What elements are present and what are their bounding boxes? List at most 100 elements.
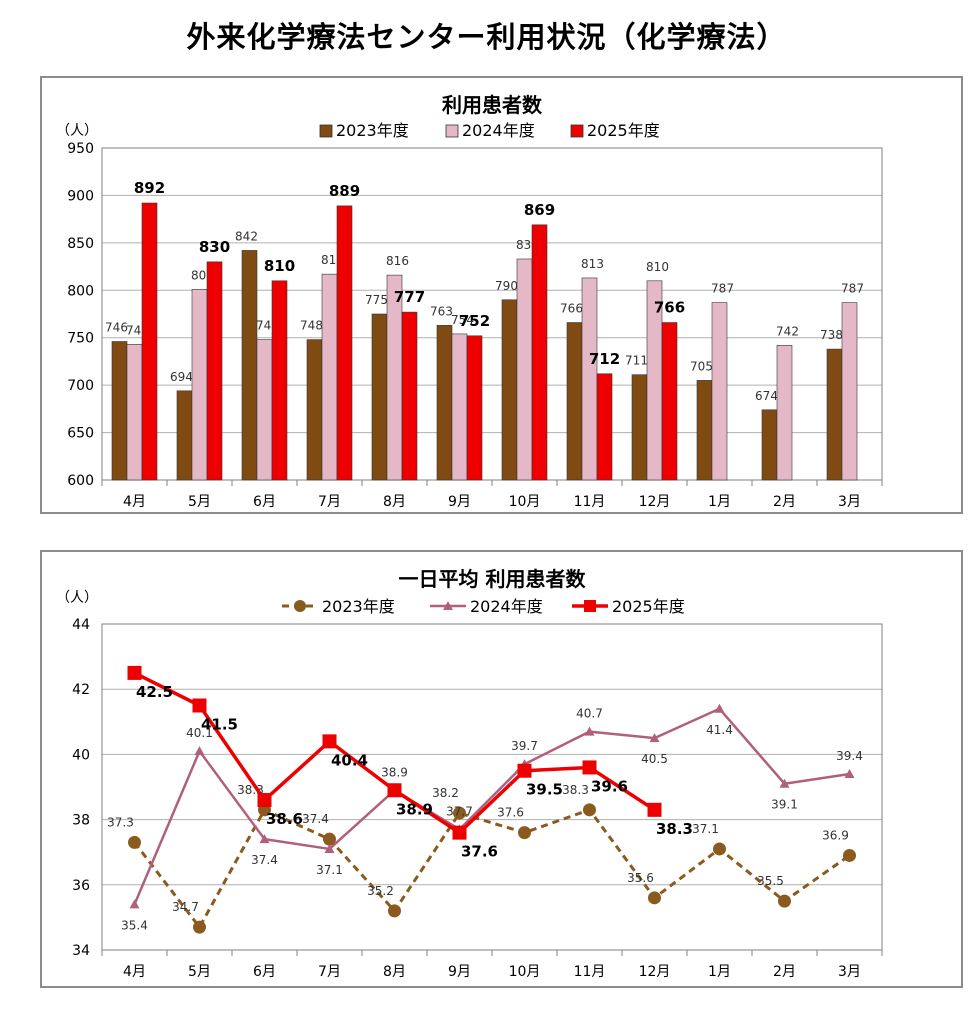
data-point [582,760,597,775]
data-label: 775 [365,293,388,307]
chart-title: 利用患者数 [442,93,543,117]
y-tick-label: 38 [72,813,90,829]
data-point [648,891,661,905]
bar [371,313,388,481]
bar [126,344,143,481]
bar [516,258,533,481]
y-tick-label: 600 [67,473,94,489]
data-label: 711 [625,354,648,368]
x-tick-label: 11月 [574,964,606,980]
data-point [779,778,790,788]
data-point [127,665,142,680]
data-label: 40.7 [576,707,603,721]
series-line [133,671,656,835]
x-tick-label: 1月 [708,964,731,980]
data-label: 40.4 [331,751,368,769]
data-point [324,843,335,853]
x-tick-label: 6月 [253,494,276,510]
bar [841,302,858,481]
y-tick-label: 850 [67,236,94,252]
bar [826,348,843,481]
data-label: 37.3 [107,815,134,829]
data-label: 738 [820,328,843,342]
legend-label: 2023年度 [336,121,409,140]
data-label: 37.6 [461,843,498,861]
bar [111,341,128,481]
y-tick-label: 900 [67,188,94,204]
data-label: 787 [711,282,734,296]
data-point [778,894,791,908]
data-label: 869 [524,201,555,219]
legend-marker [294,600,306,612]
data-label: 787 [841,282,864,296]
data-point [714,703,725,713]
x-tick-label: 8月 [383,494,406,510]
x-tick-label: 12月 [639,964,671,980]
data-label: 766 [654,299,685,317]
data-label: 889 [329,182,360,200]
bar [336,205,353,481]
data-point [649,733,660,743]
data-label: 38.9 [381,765,408,779]
bar [596,373,613,481]
y-tick-label: 750 [67,331,94,347]
bar [761,409,778,481]
data-label: 41.5 [201,716,238,734]
bar [581,277,598,481]
data-point [387,783,402,798]
legend-label: 2024年度 [470,597,543,616]
data-label: 41.4 [706,723,733,737]
data-label: 674 [755,389,778,403]
legend-marker [584,600,596,612]
x-tick-label: 11月 [574,494,606,510]
bar [401,311,418,481]
x-tick-label: 5月 [188,494,211,510]
y-unit-label: （人） [56,123,98,139]
plot-area [101,623,883,951]
legend-label: 2024年度 [462,121,535,140]
x-tick-label: 7月 [318,494,341,510]
data-label: 39.5 [526,781,563,799]
bar [241,250,258,481]
series-line [133,707,850,905]
data-label: 34.7 [172,900,199,914]
bar [306,339,323,481]
x-tick-label: 10月 [509,494,541,510]
data-label: 712 [589,350,620,368]
y-tick-label: 700 [67,378,94,394]
data-label: 37.1 [692,822,719,836]
x-tick-label: 6月 [253,964,276,980]
data-point [583,803,596,817]
y-tick-label: 42 [72,682,90,698]
bar-chart-panel: 600 650 700 750 800 850 900 950 利用患者数 （人） 2023年度 20… [40,76,963,514]
y-tick-label: 650 [67,426,94,442]
x-tick-label: 8月 [383,964,406,980]
data-point [647,802,662,817]
data-label: 746 [105,321,128,335]
x-tick-label: 5月 [188,964,211,980]
data-point [518,826,531,840]
x-tick-label: 2月 [773,494,796,510]
page-title: 外来化学療法センター利用状況（化学療法） [186,20,787,54]
y-unit-label: （人） [56,590,98,606]
data-point [129,899,140,909]
data-point [322,734,337,749]
data-label: 790 [495,279,518,293]
bar [451,333,468,481]
x-tick-label: 7月 [318,964,341,980]
data-label: 694 [170,370,193,384]
x-tick-label: 9月 [448,494,471,510]
data-label: 752 [459,312,490,330]
data-label: 37.1 [316,863,343,877]
data-point [388,904,401,918]
data-label: 38.9 [396,800,433,818]
data-label: 36.9 [822,828,849,842]
data-label: 892 [134,179,165,197]
bar [696,380,713,481]
data-label: 37.7 [446,804,473,818]
x-tick-label: 9月 [448,964,471,980]
data-point [192,698,207,713]
data-label: 35.6 [627,871,654,885]
bar [776,345,793,481]
legend-swatch [570,124,584,138]
